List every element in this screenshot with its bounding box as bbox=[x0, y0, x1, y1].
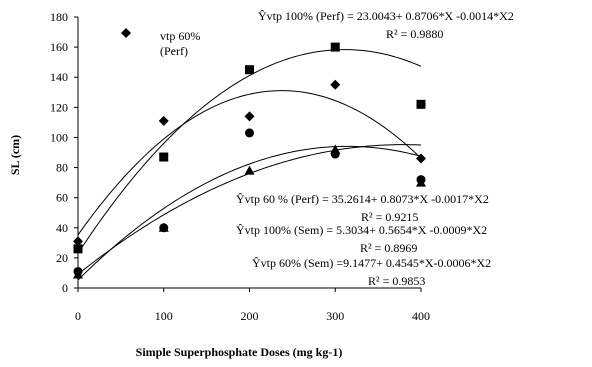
trend-line-square bbox=[77, 49, 422, 254]
annotation-equation-4: Ŷvtp 60% (Sem) =9.1477+ 0.4545*X-0.0006*… bbox=[252, 256, 491, 270]
y-tick-label: 80 bbox=[56, 161, 68, 175]
x-tick-label: 100 bbox=[155, 309, 173, 323]
annotations: Ŷvtp 100% (Perf) = 23.0043+ 0.8706*X -0.… bbox=[236, 9, 514, 288]
x-tick-label: 0 bbox=[75, 309, 81, 323]
annotation-equation-1: Ŷvtp 100% (Perf) = 23.0043+ 0.8706*X -0.… bbox=[258, 9, 514, 23]
y-tick-label: 100 bbox=[50, 130, 68, 144]
y-tick-label: 20 bbox=[56, 251, 68, 265]
legend-label-line-2: (Perf) bbox=[160, 44, 188, 58]
diamond-point bbox=[73, 236, 83, 247]
triangle-point bbox=[330, 144, 341, 154]
triangle-point bbox=[158, 222, 169, 232]
annotation-r2-2: R² = 0.9215 bbox=[361, 210, 418, 224]
circle-point bbox=[245, 128, 254, 138]
triangle-point bbox=[244, 165, 255, 175]
square-point bbox=[73, 244, 83, 254]
y-axis-title: SL (cm) bbox=[8, 135, 22, 175]
x-axis-title: Simple Superphosphate Doses (mg kg-1) bbox=[136, 345, 343, 359]
diamond-point bbox=[244, 111, 255, 122]
y-tick-label: 60 bbox=[56, 191, 68, 205]
triangle-point bbox=[73, 269, 83, 279]
y-tick-label: 160 bbox=[50, 40, 68, 54]
diamond-point bbox=[158, 115, 169, 126]
y-tick-label: 180 bbox=[50, 10, 68, 24]
legend: vtp 60% (Perf) bbox=[121, 28, 200, 58]
triangle-point bbox=[416, 177, 426, 187]
y-tick-label: 140 bbox=[50, 70, 68, 84]
y-tick-label: 40 bbox=[56, 221, 68, 235]
annotation-equation-3: Ŷvtp 100% (Sem) = 5.3034+ 0.5654*X -0.00… bbox=[236, 223, 487, 237]
y-tick-label: 0 bbox=[62, 281, 68, 295]
plot-area: 0 20 40 60 80 100 120 140 160 180 0 100 200 300 400 bbox=[50, 10, 430, 323]
x-tick-label: 200 bbox=[241, 309, 259, 323]
square-point bbox=[330, 42, 340, 52]
annotation-equation-2: Ŷvtp 60 % (Perf) = 35.2614+ 0.8073*X -0.… bbox=[236, 192, 489, 206]
diamond-point bbox=[330, 79, 341, 90]
diamond-point bbox=[416, 153, 426, 164]
annotation-r2-4: R² = 0.9853 bbox=[368, 274, 425, 288]
legend-label-line-1: vtp 60% bbox=[160, 29, 200, 43]
square-point bbox=[245, 65, 254, 75]
square-point bbox=[416, 99, 426, 109]
annotation-r2-3: R² = 0.8969 bbox=[360, 241, 417, 255]
square-point bbox=[159, 152, 169, 162]
trend-line-diamond bbox=[77, 90, 422, 236]
annotation-r2-1: R² = 0.9880 bbox=[386, 27, 443, 41]
legend-diamond-marker bbox=[121, 28, 131, 38]
y-tick-label: 120 bbox=[50, 100, 68, 114]
x-tick-label: 400 bbox=[412, 309, 430, 323]
x-tick-label: 300 bbox=[326, 309, 344, 323]
